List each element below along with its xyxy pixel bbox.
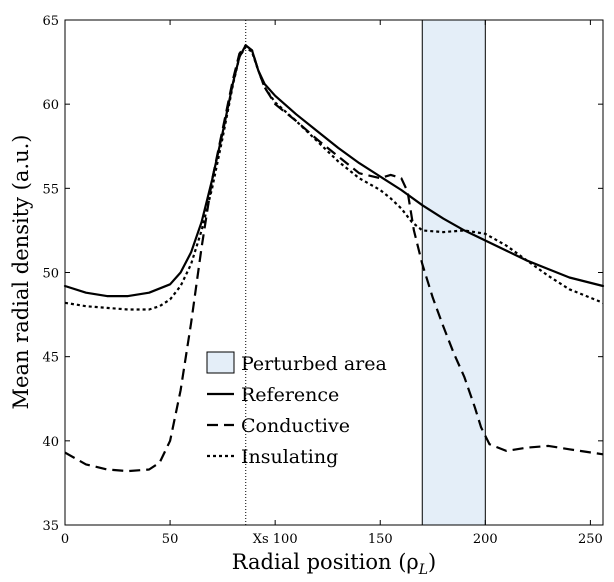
y-tick-label: 55 bbox=[42, 182, 59, 197]
x-tick-label: 50 bbox=[162, 532, 179, 547]
x-tick-label: 0 bbox=[61, 532, 69, 547]
legend-label-conductive: Conductive bbox=[241, 415, 350, 437]
y-tick-label: 50 bbox=[42, 267, 59, 282]
y-tick-label: 60 bbox=[42, 98, 59, 113]
legend-label-reference: Reference bbox=[241, 384, 339, 406]
legend: Perturbed area Reference Conductive Insulat… bbox=[206, 351, 387, 468]
y-tick-label: 45 bbox=[42, 351, 59, 366]
y-axis-label: Mean radial density (a.u.) bbox=[9, 135, 33, 410]
x-tick-label: Xs 100 bbox=[253, 532, 298, 547]
series-line-insulating bbox=[64, 45, 604, 311]
series-line-reference bbox=[63, 44, 605, 298]
y-tick-label: 35 bbox=[42, 519, 59, 534]
x-tick-label: 200 bbox=[473, 532, 498, 547]
x-axis-label: Radial position (ρL) bbox=[232, 550, 437, 578]
y-tick-label: 65 bbox=[42, 14, 59, 29]
x-tick-label: 250 bbox=[578, 532, 603, 547]
legend-label-perturbed-area: Perturbed area bbox=[241, 353, 387, 375]
legend-label-insulating: Insulating bbox=[241, 446, 338, 468]
legend-swatch-perturbed-area bbox=[206, 351, 235, 374]
y-tick-label: 40 bbox=[42, 435, 59, 450]
series-line-conductive bbox=[64, 44, 604, 473]
x-tick-label: 150 bbox=[368, 532, 393, 547]
perturbed-area-band bbox=[421, 19, 486, 526]
